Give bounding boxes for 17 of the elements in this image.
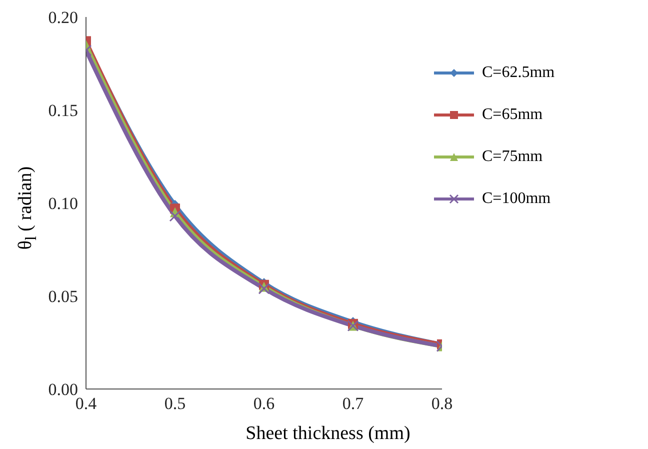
x-tick-label: 0.7 <box>342 394 364 414</box>
y-tick-label: 0.15 <box>48 101 78 120</box>
x-tick-label: 0.6 <box>253 394 275 414</box>
legend-label: C=62.5mm <box>482 64 555 82</box>
y-tick-label: 0.00 <box>48 380 78 400</box>
x-tick-label: 0.5 <box>164 394 186 414</box>
legend-label: C=65mm <box>482 106 543 124</box>
legend-label: C=75mm <box>482 148 543 166</box>
y-tick-label: 0.20 <box>48 8 78 28</box>
x-tick-label: 0.4 <box>75 394 98 414</box>
x-axis-title: Sheet thickness (mm) <box>244 423 412 445</box>
point <box>169 210 181 222</box>
x-tick-label: 0.8 <box>431 394 453 414</box>
y-tick-label: 0.05 <box>48 287 78 306</box>
legend-label: C=100mm <box>482 190 551 208</box>
y-tick-label: 0.10 <box>48 194 78 214</box>
point <box>258 282 270 294</box>
